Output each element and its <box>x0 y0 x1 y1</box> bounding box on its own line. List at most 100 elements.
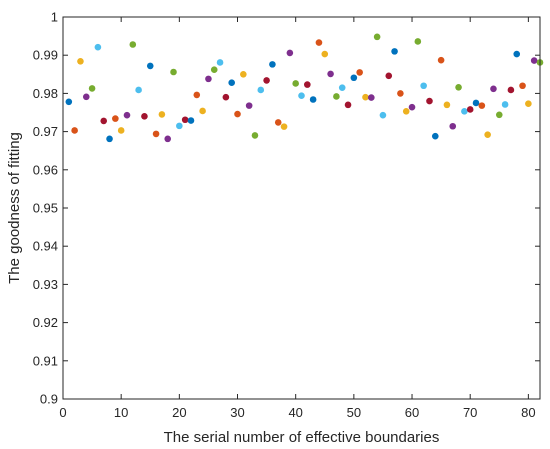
x-tick-label: 50 <box>347 405 361 420</box>
data-point <box>397 90 404 97</box>
data-point <box>344 101 352 109</box>
data-point <box>245 102 253 109</box>
data-point <box>484 131 491 138</box>
data-point <box>210 66 218 74</box>
y-tick-label: 0.99 <box>33 48 58 63</box>
data-points <box>65 33 544 143</box>
data-point <box>362 93 369 101</box>
data-point <box>228 79 235 86</box>
data-point <box>530 57 538 64</box>
data-point <box>216 59 224 66</box>
data-point <box>170 68 177 76</box>
x-tick-label: 20 <box>172 405 186 420</box>
data-point <box>525 100 532 108</box>
data-point <box>501 101 509 108</box>
y-tick-label: 0.96 <box>33 162 58 177</box>
data-point <box>199 107 206 115</box>
data-point <box>82 93 90 101</box>
data-point <box>152 130 160 138</box>
data-point <box>251 132 259 139</box>
data-point <box>449 122 457 130</box>
y-tick-label: 0.93 <box>33 277 58 292</box>
x-tick-label: 30 <box>230 405 244 420</box>
data-point <box>478 102 486 109</box>
data-point <box>507 86 515 94</box>
data-point <box>77 58 84 65</box>
x-axis-title: The serial number of effective boundarie… <box>164 429 440 446</box>
data-point <box>298 92 305 99</box>
data-point <box>263 77 270 84</box>
data-point <box>158 111 166 118</box>
data-point <box>443 101 451 109</box>
data-point <box>88 85 96 92</box>
data-point <box>356 69 363 76</box>
data-point <box>117 127 125 134</box>
y-tick-label: 0.92 <box>33 315 58 330</box>
data-point <box>333 93 340 100</box>
data-point <box>368 94 375 101</box>
data-point <box>141 113 148 120</box>
data-point <box>240 71 247 78</box>
y-tick-label: 0.91 <box>33 353 58 368</box>
data-point <box>257 86 265 94</box>
data-point <box>274 119 282 126</box>
data-point <box>129 41 137 48</box>
data-point <box>466 106 474 113</box>
data-point <box>286 49 294 57</box>
data-point <box>135 86 142 94</box>
y-axis-ticks: 0.9 0.91 0.92 0.93 0.94 0.95 0.96 0.97 0.98 0.99 1 <box>33 10 540 407</box>
data-point <box>472 99 480 107</box>
data-point <box>65 98 73 106</box>
data-point <box>205 75 212 83</box>
data-point <box>100 117 108 125</box>
data-point <box>519 82 526 90</box>
data-point <box>431 132 439 140</box>
data-point <box>309 96 317 103</box>
data-point <box>495 111 503 119</box>
data-point <box>373 33 381 41</box>
data-point <box>269 61 276 68</box>
data-point <box>176 122 183 130</box>
data-point <box>490 85 497 93</box>
data-point <box>350 74 358 82</box>
data-point <box>292 80 299 87</box>
data-point <box>338 84 346 91</box>
data-point <box>222 93 230 101</box>
x-tick-label: 70 <box>463 405 477 420</box>
y-tick-label: 0.97 <box>33 124 58 139</box>
data-point <box>181 116 189 124</box>
data-point <box>71 127 78 134</box>
data-point <box>304 81 311 88</box>
data-point <box>391 48 398 55</box>
data-point <box>112 115 119 122</box>
data-point <box>164 135 172 143</box>
data-point <box>193 91 201 99</box>
x-tick-label: 10 <box>114 405 128 420</box>
data-point <box>123 111 131 119</box>
y-tick-label: 1 <box>51 10 58 25</box>
y-tick-label: 0.94 <box>33 239 58 254</box>
x-tick-label: 40 <box>288 405 302 420</box>
data-point <box>402 108 410 115</box>
data-point <box>414 38 422 45</box>
x-tick-label: 80 <box>521 405 535 420</box>
y-tick-label: 0.9 <box>40 392 58 407</box>
data-point <box>426 97 433 105</box>
data-point <box>106 135 113 143</box>
x-tick-label: 0 <box>59 405 66 420</box>
y-tick-label: 0.98 <box>33 86 58 101</box>
y-axis-title: The goodness of fitting <box>6 132 23 284</box>
data-point <box>420 82 427 90</box>
data-point <box>513 50 521 58</box>
x-tick-label: 60 <box>405 405 419 420</box>
data-point <box>315 39 323 46</box>
data-point <box>146 62 154 70</box>
data-point <box>280 123 288 130</box>
data-point <box>461 108 468 115</box>
data-point <box>321 50 329 58</box>
y-tick-label: 0.95 <box>33 201 58 216</box>
x-axis-ticks: 0 10 20 30 40 50 60 70 80 <box>59 17 536 420</box>
data-point <box>94 43 102 51</box>
data-point <box>379 111 387 119</box>
